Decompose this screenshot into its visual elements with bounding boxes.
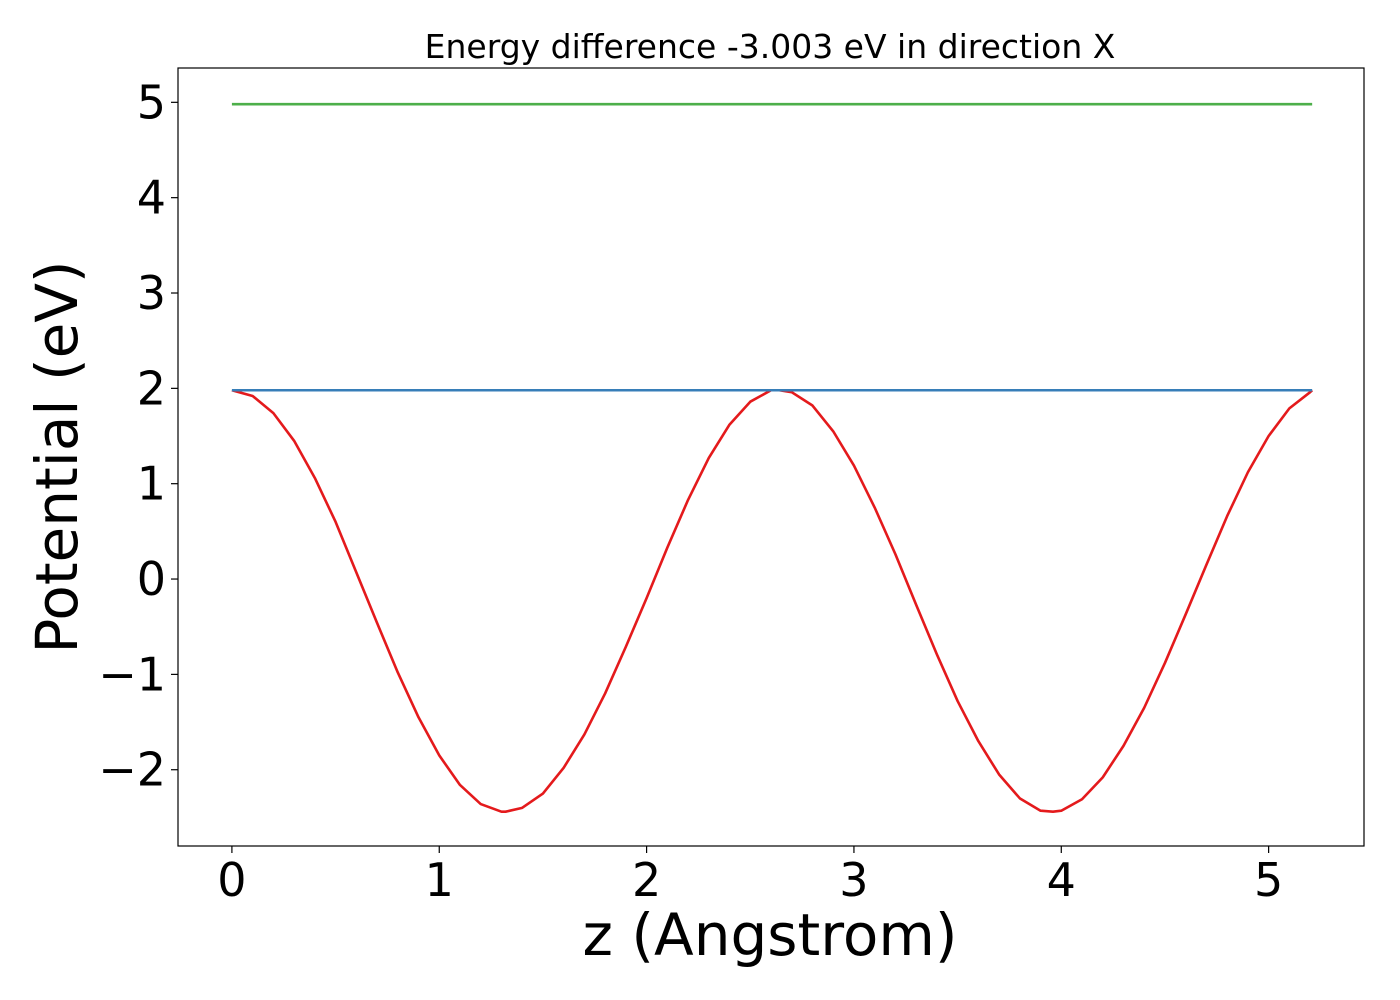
x-tick-label: 0 <box>217 853 246 907</box>
x-tick-label: 2 <box>632 853 661 907</box>
x-axis: 0 1 2 3 4 5 <box>217 846 1283 907</box>
y-tick-label: 4 <box>137 171 166 225</box>
y-tick-label: 2 <box>137 361 166 415</box>
y-tick-label: 1 <box>137 457 166 511</box>
x-tick-label: 5 <box>1254 853 1283 907</box>
y-axis: −2 −1 0 1 2 3 4 5 <box>98 75 178 797</box>
y-tick-label: 3 <box>137 266 166 320</box>
y-tick-label: 0 <box>137 552 166 606</box>
y-tick-label: −2 <box>98 743 166 797</box>
y-axis-label: Potential (eV) <box>23 260 91 653</box>
y-tick-label: 5 <box>137 75 166 129</box>
series-line-0 <box>231 388 1314 813</box>
x-tick-label: 1 <box>425 853 454 907</box>
x-tick-label: 4 <box>1047 853 1076 907</box>
plot-frame <box>177 67 1365 847</box>
series-layer <box>231 102 1314 813</box>
x-tick-label: 3 <box>839 853 868 907</box>
y-tick-label: −1 <box>98 647 166 701</box>
x-axis-label: z (Angstrom) <box>583 901 958 969</box>
chart-title: Energy difference -3.003 eV in direction… <box>425 27 1116 66</box>
